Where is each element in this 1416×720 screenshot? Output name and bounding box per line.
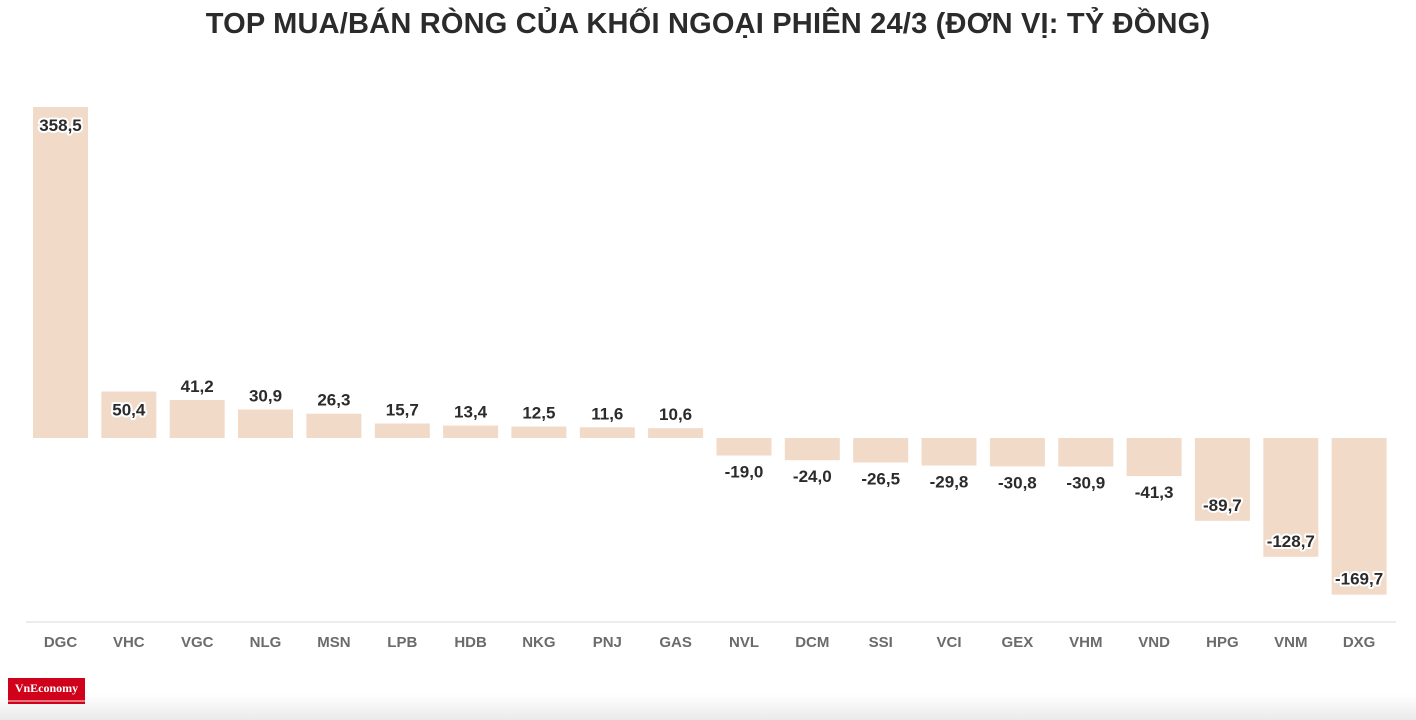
x-tick-pnj: PNJ <box>593 634 622 651</box>
x-tick-vnm: VNM <box>1274 634 1307 651</box>
logo-underline <box>8 700 85 702</box>
value-label-vgc: 41,2 <box>181 377 214 396</box>
value-label-vci: -29,8 <box>930 473 969 492</box>
bars-layer <box>33 107 1387 595</box>
bar-vnd <box>1126 438 1182 477</box>
x-tick-vhm: VHM <box>1069 634 1102 651</box>
bar-nvl <box>716 438 772 456</box>
x-tick-gas: GAS <box>659 634 692 651</box>
x-tick-vci: VCI <box>936 634 961 651</box>
x-tick-nvl: NVL <box>729 634 759 651</box>
bar-hpg <box>1194 438 1250 521</box>
bar-nlg <box>238 409 293 438</box>
bar-vnm <box>1263 438 1319 557</box>
x-tick-lpb: LPB <box>387 634 417 651</box>
bar-vhc <box>101 391 157 438</box>
x-tick-dgc: DGC <box>44 634 78 651</box>
x-tick-vgc: VGC <box>181 634 214 651</box>
bar-nkg <box>511 426 567 438</box>
x-tick-nkg: NKG <box>522 634 555 651</box>
bar-ssi <box>853 438 909 463</box>
value-label-nvl: -19,0 <box>725 463 764 482</box>
value-label-vhm: -30,9 <box>1066 474 1105 493</box>
value-label-vnm: -128,7 <box>1267 532 1315 551</box>
value-label-vnd: -41,3 <box>1135 483 1174 502</box>
value-label-gex: -30,8 <box>998 473 1037 492</box>
bar-dgc <box>33 107 88 438</box>
value-label-gas: 10,6 <box>659 405 692 424</box>
x-tick-dcm: DCM <box>795 634 829 651</box>
value-label-dgc: 358,5 <box>39 116 82 135</box>
value-label-dcm: -24,0 <box>793 467 832 486</box>
value-label-nlg: 30,9 <box>249 387 282 406</box>
bar-vci <box>921 438 977 466</box>
chart-title: TOP MUA/BÁN RÒNG CỦA KHỐI NGOẠI PHIÊN 24… <box>205 8 1211 40</box>
x-tick-vnd: VND <box>1138 634 1170 651</box>
bar-gex <box>989 438 1045 467</box>
bar-hdb <box>443 425 499 438</box>
bar-pnj <box>579 427 635 438</box>
value-label-dxg: -169,7 <box>1335 570 1383 589</box>
vneconomy-logo: VnEconomy <box>8 678 85 704</box>
x-tick-ssi: SSI <box>869 634 893 651</box>
x-tick-nlg: NLG <box>250 634 282 651</box>
x-tick-labels-layer: DGC VHC VGC NLG MSN LPB HDB NKG PNJ GAS NVL DCM SSI V… <box>44 634 1376 651</box>
footer-shade <box>0 694 1416 720</box>
value-label-lpb: 15,7 <box>386 401 419 420</box>
x-tick-dxg: DXG <box>1343 634 1376 651</box>
x-tick-hpg: HPG <box>1206 634 1239 651</box>
value-label-msn: 26,3 <box>317 391 350 410</box>
logo-text: VnEconomy <box>14 681 79 695</box>
value-label-ssi: -26,5 <box>861 470 900 489</box>
bar-vhm <box>1058 438 1114 467</box>
value-label-hpg: -89,7 <box>1203 496 1242 515</box>
value-label-pnj: 11,6 <box>591 404 623 423</box>
bar-dcm <box>784 438 840 461</box>
bar-gas <box>648 428 704 438</box>
x-tick-hdb: HDB <box>454 634 487 651</box>
value-labels-layer: 358,5 50,4 41,2 30,9 26,3 15,7 13,4 12,5 11,6 10,… <box>37 114 1385 591</box>
bar-lpb <box>374 423 430 438</box>
bar-msn <box>306 413 362 438</box>
bar-dxg <box>1331 438 1387 595</box>
value-label-nkg: 12,5 <box>522 404 555 423</box>
x-tick-gex: GEX <box>1002 634 1034 651</box>
x-tick-vhc: VHC <box>113 634 145 651</box>
x-tick-msn: MSN <box>317 634 350 651</box>
value-label-vhc: 50,4 <box>112 401 146 420</box>
bar-vgc <box>169 400 225 438</box>
value-label-hdb: 13,4 <box>454 403 488 422</box>
